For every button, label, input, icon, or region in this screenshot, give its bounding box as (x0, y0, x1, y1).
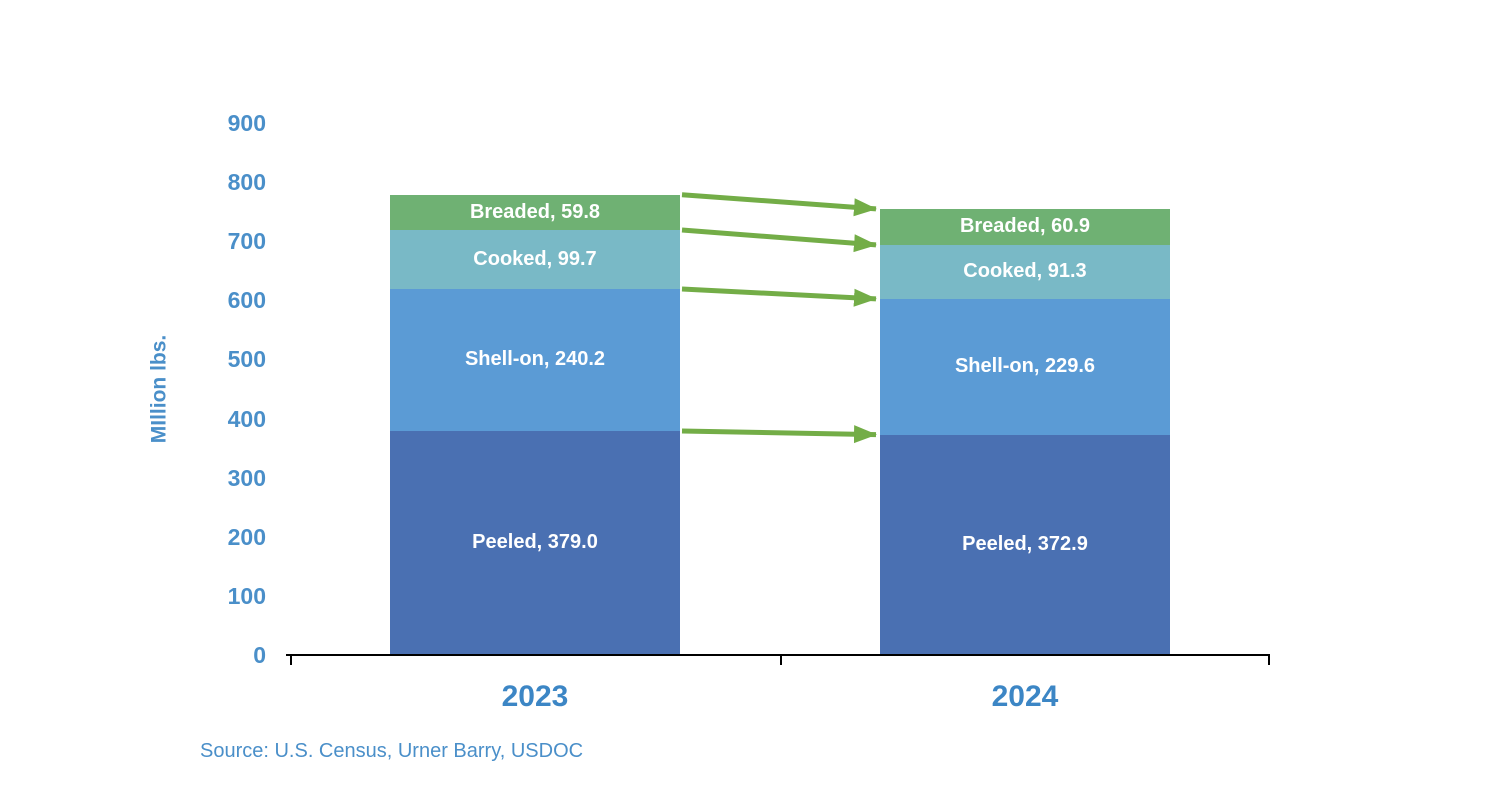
y-tick-label-100: 100 (227, 582, 266, 609)
trend-arrow-cooked (681, 227, 877, 253)
y-tick-label-0: 0 (253, 642, 266, 668)
bar-segment-breaded-2023: Breaded, 59.8 (390, 194, 680, 231)
x-axis-tick (780, 655, 782, 665)
y-axis-tick-labels: 0 100 200 300 400 500 600 700 800 900 (180, 110, 266, 668)
y-tick-label-200: 200 (227, 523, 266, 550)
x-axis-line (286, 654, 1270, 656)
plot-area: Peeled, 379.0 Shell-on, 240.2 Cooked, 99.7… (286, 123, 1270, 665)
segment-data-label-peeled-2023: Peeled, 379.0 (472, 531, 598, 554)
y-tick-label-600: 600 (227, 287, 266, 314)
y-tick-label-900: 900 (227, 110, 266, 136)
x-axis-tick (1268, 655, 1270, 665)
x-axis-category-labels: 2023 2024 (290, 680, 1270, 720)
source-note: Source: U.S. Census, Urner Barry, USDOC (200, 740, 584, 762)
bar-segment-peeled-2023: Peeled, 379.0 (390, 430, 680, 655)
trend-arrow-peeled (681, 425, 877, 444)
trend-arrow-breaded (681, 192, 877, 217)
bar-segment-breaded-2024: Breaded, 60.9 (880, 208, 1170, 245)
segment-data-label-breaded-2023: Breaded, 59.8 (469, 200, 601, 223)
trend-arrow-shellon (681, 286, 877, 307)
segment-data-label-cooked-2024: Cooked, 91.3 (963, 260, 1087, 283)
y-axis-title-wrap: MIllion lbs. (138, 123, 180, 655)
bar-segment-shellon-2024: Shell-on, 229.6 (880, 298, 1170, 435)
y-tick-label-300: 300 (227, 464, 266, 491)
segment-data-label-cooked-2023: Cooked, 99.7 (473, 248, 597, 271)
bar-segment-cooked-2024: Cooked, 91.3 (880, 244, 1170, 299)
x-axis-tick (290, 655, 292, 665)
segment-data-label-peeled-2024: Peeled, 372.9 (962, 533, 1088, 556)
bar-segment-peeled-2024: Peeled, 372.9 (880, 434, 1170, 655)
y-tick-label-400: 400 (227, 405, 266, 432)
y-axis-title: MIllion lbs. (147, 334, 170, 444)
bar-segment-shellon-2023: Shell-on, 240.2 (390, 289, 680, 431)
y-tick-label-500: 500 (227, 346, 266, 373)
segment-data-label-shellon-2023: Shell-on, 240.2 (464, 348, 606, 371)
segment-data-label-breaded-2024: Breaded, 60.9 (959, 215, 1091, 238)
bar-segment-cooked-2023: Cooked, 99.7 (390, 230, 680, 289)
segment-data-label-shellon-2024: Shell-on, 229.6 (954, 355, 1096, 378)
x-category-label-2023: 2023 (501, 680, 569, 713)
y-tick-label-800: 800 (227, 169, 266, 196)
y-tick-label-700: 700 (227, 228, 266, 255)
x-category-label-2024: 2024 (991, 680, 1059, 713)
